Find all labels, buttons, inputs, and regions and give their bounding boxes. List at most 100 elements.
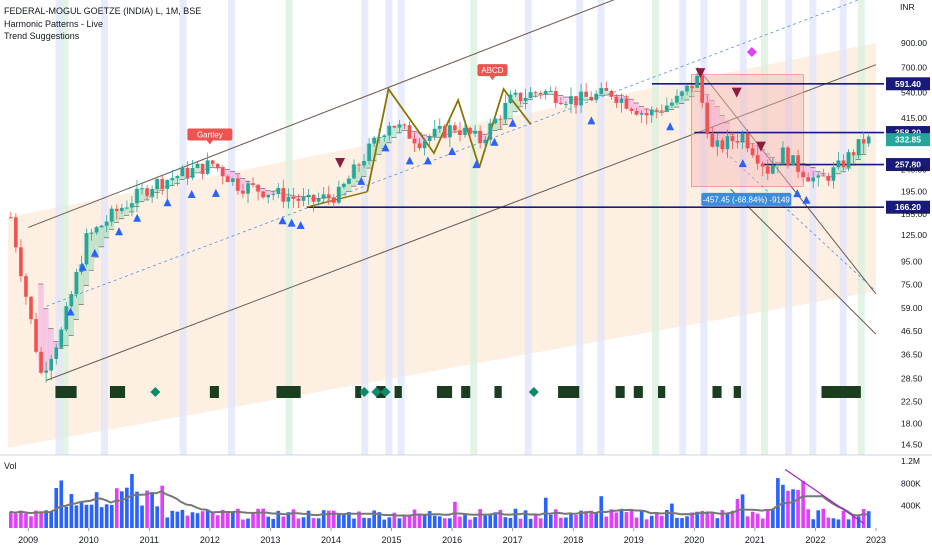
volume-bar [39, 511, 43, 528]
highlight-stripe [385, 0, 393, 455]
volume-bar [791, 489, 795, 528]
candle-body [508, 94, 513, 103]
candle-body [215, 163, 220, 169]
volume-bar [412, 509, 417, 528]
y-tick-label: 22.50 [901, 397, 923, 407]
candle-body [14, 217, 18, 248]
candle-body [503, 102, 508, 120]
candle-body [150, 189, 154, 196]
volume-bar [821, 508, 826, 528]
candle-body [251, 183, 255, 185]
sell-triangle-icon [755, 141, 766, 152]
volume-bar [281, 516, 286, 528]
volume-bar [377, 512, 382, 528]
buy-triangle-icon [211, 188, 220, 197]
volume-bar [513, 508, 518, 528]
volume-bar [594, 511, 599, 528]
candle-body [145, 188, 149, 196]
candle-body [114, 208, 119, 211]
candle-body [321, 194, 326, 199]
candle-body [649, 109, 654, 116]
volume-bar [49, 511, 54, 528]
x-tick-label: 2010 [79, 535, 99, 545]
y-tick-label: 700.00 [901, 62, 927, 72]
buy-triangle-icon [163, 198, 172, 207]
candle-body [94, 227, 99, 233]
candle-body [740, 133, 745, 143]
buy-triangle-icon [133, 213, 142, 222]
volume-bar [695, 511, 699, 528]
cloud-segment [709, 100, 715, 147]
y-tick-label: 245.00 [901, 164, 927, 174]
volume-bar [498, 509, 503, 528]
volume-bar [407, 514, 412, 528]
candle-body [488, 123, 493, 140]
signal-block [209, 386, 219, 398]
volume-bar [730, 510, 735, 528]
candle-body [241, 190, 245, 194]
candle-body [665, 105, 669, 112]
buy-triangle-icon [90, 248, 99, 257]
candle-body [861, 139, 866, 144]
candle-body [64, 306, 69, 330]
candle-body [771, 165, 775, 174]
sell-triangle-icon [731, 87, 742, 98]
volume-bar [9, 511, 13, 528]
volume-bar [473, 517, 477, 528]
volume-trend-line [784, 468, 865, 525]
candle-body [362, 160, 366, 166]
measure-label-box [701, 192, 792, 206]
downtrend-lower-line [730, 188, 877, 335]
volume-bar [811, 519, 816, 528]
candle-body [160, 179, 165, 189]
volume-bar [311, 518, 316, 528]
candle-body [392, 125, 397, 128]
volume-bar [579, 510, 583, 528]
volume-bar [231, 511, 235, 528]
signal-block [55, 386, 77, 398]
pattern-tag [477, 64, 508, 77]
candle-body [654, 109, 659, 111]
volume-label[interactable]: Vol [4, 461, 17, 471]
candle-body [589, 96, 593, 100]
candle-body [49, 358, 54, 371]
volume-ma-line [9, 490, 868, 517]
volume-bar [604, 516, 609, 528]
indicator-trend-label[interactable]: Trend Suggestions [4, 31, 80, 41]
candle-body [69, 294, 74, 307]
candle-body [765, 166, 770, 174]
volume-bar [84, 504, 89, 528]
candle-body [24, 276, 28, 297]
candle-body [680, 91, 684, 96]
candle-body [866, 136, 871, 144]
pattern-tag-label: ABCD [481, 66, 503, 75]
y-tick-label: 155.00 [901, 209, 927, 219]
volume-bar [644, 519, 649, 528]
volume-bar [362, 517, 366, 528]
cloud-segment [759, 149, 766, 167]
candle-body [574, 96, 578, 106]
y-tick-label: 18.00 [901, 418, 923, 428]
price-tag [886, 158, 930, 172]
volume-bar [614, 512, 619, 528]
volume-bar [745, 516, 750, 528]
candles [9, 71, 871, 383]
highlight-stripe [470, 0, 478, 455]
cloud-segment [391, 127, 397, 138]
highlight-stripe [576, 0, 584, 455]
candle-body [417, 143, 422, 149]
candle-body [856, 139, 861, 156]
volume-bar [417, 513, 422, 528]
candle-body [407, 125, 412, 139]
indicator-harmonic-label[interactable]: Harmonic Patterns - Live [4, 19, 104, 29]
signal-block [436, 386, 453, 398]
x-tick-label: 2011 [140, 535, 159, 545]
candle-body [609, 90, 614, 97]
candle-body [382, 135, 387, 138]
volume-bar [150, 492, 154, 528]
candle-body [518, 92, 523, 102]
volume-bar [649, 515, 654, 528]
volume-bar [74, 505, 79, 528]
x-tick-label: 2014 [321, 535, 341, 545]
